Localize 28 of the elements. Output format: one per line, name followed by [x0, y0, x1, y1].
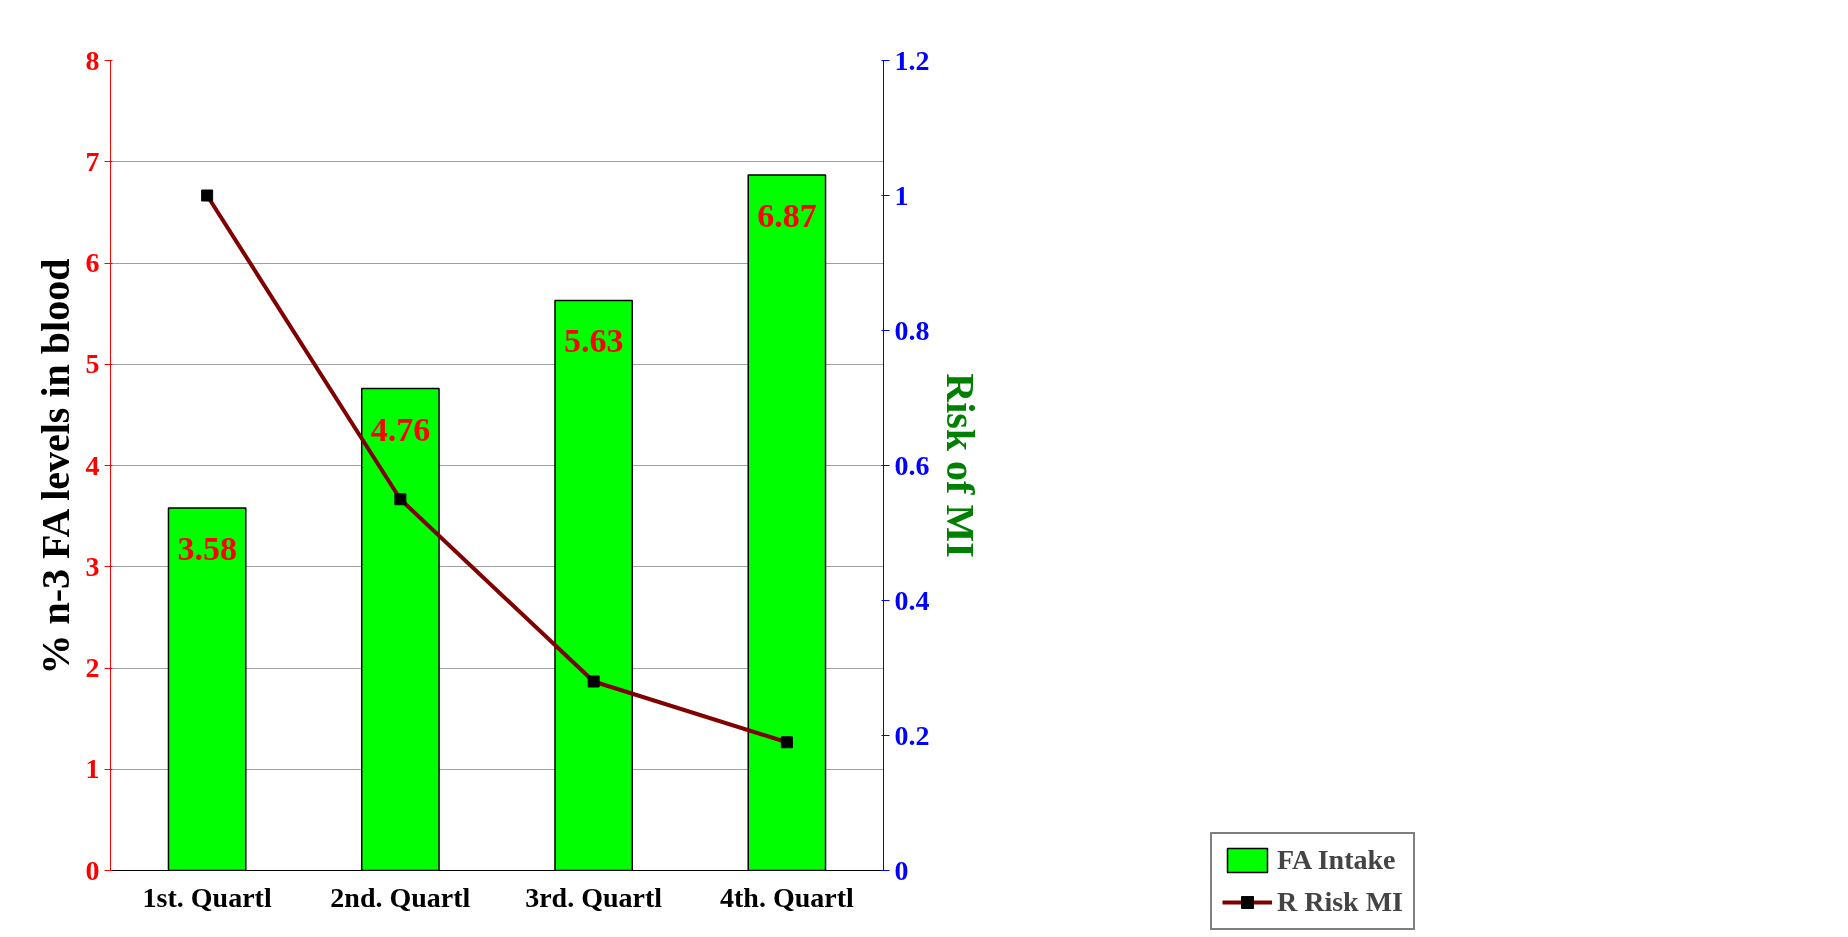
y2-tick-label: 0.8 [894, 314, 930, 346]
y2-tick-label: 0.4 [894, 584, 930, 616]
y2-tick-label: 1 [894, 179, 909, 211]
y-tick-label: 2 [85, 652, 100, 683]
data-label: 5.63 [563, 322, 624, 360]
y2-tick-label: 0.2 [894, 719, 930, 751]
y-tick-label: 0 [85, 854, 100, 886]
y-tick-label: 8 [85, 44, 100, 76]
data-label: 3.58 [177, 530, 237, 568]
legend-label: FA Intake [1276, 844, 1396, 876]
y2-tick-label: 0.6 [894, 449, 930, 481]
y-tick-label: 1 [85, 753, 100, 785]
y2-axis-title: Risk of MI [937, 373, 983, 558]
x-tick-label: 4th. Quartl [719, 881, 854, 913]
y-tick-label: 3 [85, 550, 100, 582]
y-tick-label: 6 [85, 247, 100, 278]
x-tick-label: 1st. Quartl [142, 881, 272, 913]
x-tick-label: 3rd. Quartl [525, 881, 663, 913]
legend-label: R Risk MI [1276, 886, 1403, 918]
y-tick-label: 4 [85, 449, 100, 481]
data-label: 6.87 [757, 196, 817, 234]
y2-tick-label: 0 [894, 854, 909, 886]
y-tick-label: 7 [85, 145, 100, 177]
x-tick-label: 2nd. Quartl [330, 881, 471, 913]
y-tick-label: 5 [85, 348, 100, 380]
data-label: 4.76 [370, 410, 431, 448]
y-axis-title: % n-3 FA levels in blood [32, 258, 78, 675]
y2-tick-label: 1.2 [894, 44, 930, 76]
